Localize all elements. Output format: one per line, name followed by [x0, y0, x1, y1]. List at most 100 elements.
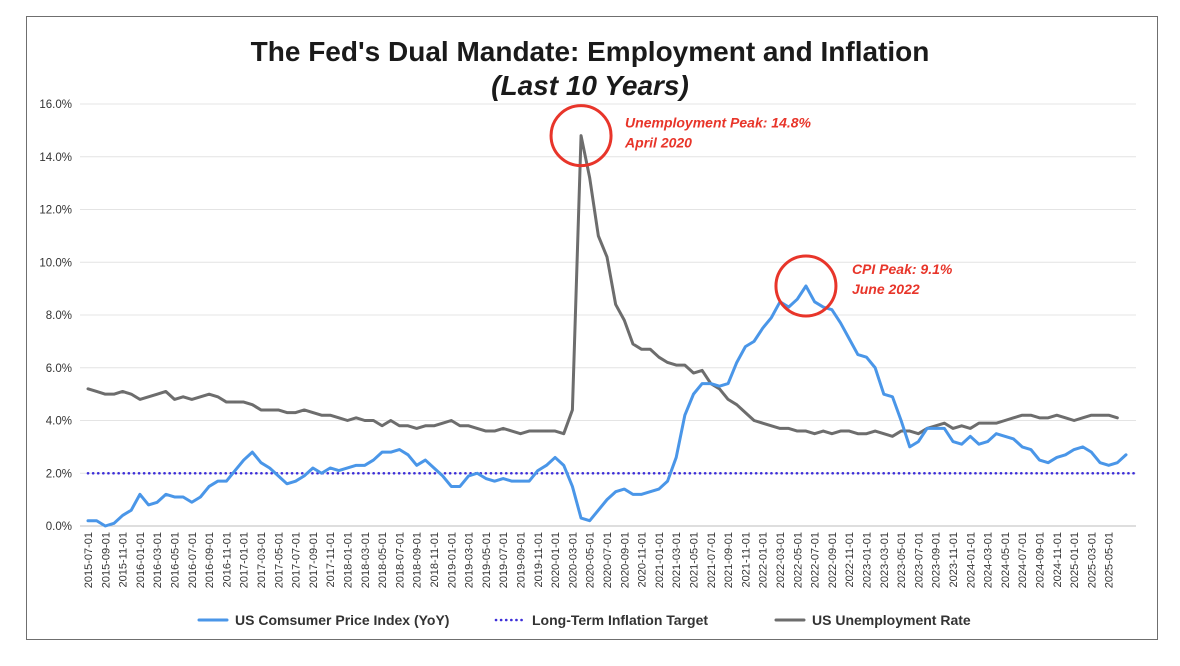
data-point	[1107, 414, 1110, 417]
x-tick-label: 2016-03-01	[152, 532, 164, 588]
x-tick-label: 2023-09-01	[931, 532, 943, 588]
data-point	[856, 353, 859, 356]
data-point	[614, 303, 617, 306]
data-point	[199, 496, 202, 498]
data-point	[1081, 445, 1084, 448]
y-tick-label: 0.0%	[46, 521, 72, 533]
data-point	[234, 401, 236, 403]
data-point	[528, 430, 531, 432]
data-point	[294, 411, 297, 414]
data-point	[891, 435, 894, 438]
data-point	[545, 464, 548, 467]
data-point	[242, 459, 245, 461]
data-point	[407, 453, 409, 456]
x-tick-label: 2017-01-01	[239, 532, 251, 588]
y-tick-labels: 0.0% 2.0% 4.0% 6.0% 8.0% 10.0% 12.0% 14.0% 16.0%	[39, 99, 72, 533]
data-point	[113, 393, 115, 396]
data-point	[813, 300, 816, 303]
y-tick-label: 2.0%	[46, 468, 72, 480]
data-point	[528, 480, 531, 483]
x-tick-label: 2018-03-01	[360, 532, 372, 588]
data-point	[1090, 414, 1093, 417]
data-point	[450, 485, 453, 488]
data-point	[268, 409, 271, 411]
data-point	[459, 424, 461, 427]
data-point	[839, 430, 842, 432]
series-line	[86, 134, 1119, 438]
data-point	[718, 387, 721, 390]
x-tick-label: 2020-07-01	[602, 532, 614, 588]
data-point	[1099, 461, 1101, 464]
data-point	[606, 498, 608, 501]
data-point	[536, 430, 539, 432]
data-point	[718, 385, 721, 388]
data-point	[121, 390, 124, 393]
data-point	[632, 493, 634, 496]
chart-subtitle: (Last 10 Years)	[491, 70, 689, 101]
data-point	[1029, 414, 1032, 417]
data-point	[1038, 459, 1041, 461]
data-point	[346, 467, 349, 469]
data-point	[286, 482, 288, 485]
data-point	[337, 469, 340, 472]
x-tick-label: 2018-09-01	[412, 532, 424, 588]
data-point	[839, 322, 842, 324]
x-tick-label: 2018-05-01	[377, 532, 389, 588]
x-tick-label: 2024-11-01	[1052, 532, 1064, 587]
x-tick-label: 2023-03-01	[879, 532, 891, 588]
data-point	[467, 424, 470, 427]
data-point	[831, 432, 833, 435]
data-point	[1021, 445, 1024, 448]
x-tick-label: 2016-01-01	[135, 532, 147, 588]
y-tick-label: 10.0%	[39, 257, 72, 269]
data-point	[277, 474, 280, 477]
data-point	[441, 474, 444, 477]
data-point	[216, 395, 219, 398]
legend-label: US Comsumer Price Index (YoY)	[235, 612, 449, 628]
data-point	[614, 490, 617, 493]
data-point	[666, 480, 669, 483]
data-point	[260, 461, 262, 464]
data-point	[363, 419, 366, 422]
data-point	[389, 419, 392, 422]
x-tick-label: 2020-05-01	[585, 532, 597, 588]
data-point	[234, 469, 236, 472]
x-tick-label: 2025-01-01	[1069, 532, 1081, 588]
data-point	[329, 414, 332, 417]
x-tick-label: 2023-01-01	[862, 532, 874, 588]
data-point	[562, 432, 565, 435]
data-point	[813, 432, 816, 435]
x-tick-label: 2015-09-01	[100, 532, 112, 588]
data-point	[1004, 435, 1006, 438]
x-tick-label: 2016-11-01	[221, 532, 233, 587]
data-point	[658, 356, 660, 359]
data-point	[312, 411, 314, 414]
data-point	[640, 348, 643, 351]
data-point	[779, 427, 781, 430]
series-line	[86, 284, 1128, 528]
data-point	[623, 488, 626, 490]
data-point	[355, 416, 358, 419]
y-tick-label: 14.0%	[39, 152, 72, 164]
data-point	[1090, 451, 1093, 454]
data-point	[1064, 453, 1067, 456]
data-point	[882, 432, 885, 435]
x-tick-label: 2023-05-01	[896, 532, 908, 588]
x-tick-label: 2017-07-01	[291, 532, 303, 588]
x-tick-label: 2017-03-01	[256, 532, 268, 588]
data-point	[952, 440, 954, 443]
data-point	[467, 474, 470, 477]
data-point	[476, 427, 479, 430]
data-point	[433, 467, 435, 469]
data-point	[1004, 419, 1006, 422]
data-point	[900, 419, 902, 422]
x-tick-label: 2023-07-01	[913, 532, 925, 588]
data-point	[969, 427, 972, 430]
data-point	[952, 427, 954, 430]
data-point	[554, 456, 556, 459]
data-point	[303, 474, 306, 477]
data-point	[1116, 461, 1119, 464]
data-point	[510, 430, 513, 432]
x-tick-label: 2015-11-01	[118, 532, 130, 587]
data-point	[277, 409, 280, 411]
